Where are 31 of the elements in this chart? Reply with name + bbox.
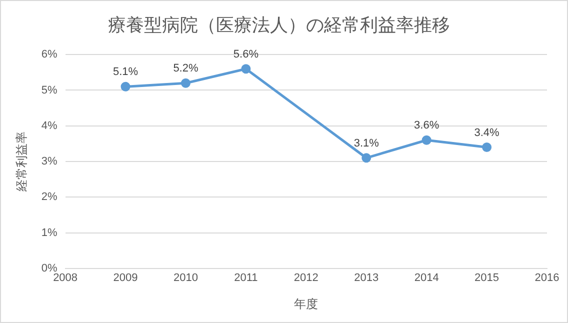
x-tick-label: 2012 (294, 272, 318, 284)
y-tick-label: 3% (41, 156, 58, 168)
data-label: 3.4% (474, 126, 500, 139)
point (120, 82, 130, 92)
x-tick-label: 2011 (234, 272, 258, 284)
chart-title: 療養型病院（医療法人）の経常利益率推移 (108, 14, 450, 35)
point (362, 153, 372, 163)
y-tick-label: 1% (41, 226, 58, 239)
y-tick-label: 0% (41, 262, 58, 274)
y-axis-title: 経常利益率 (14, 132, 29, 192)
y-tick-label: 5% (41, 84, 58, 96)
point (422, 135, 432, 145)
data-label: 3.6% (414, 120, 440, 132)
point (241, 64, 251, 74)
data-label: 5.2% (173, 62, 198, 75)
data-label: 3.1% (354, 137, 380, 150)
y-tick-label: 2% (41, 191, 58, 204)
data-label: 5.1% (112, 66, 138, 78)
x-tick-label: 2014 (414, 272, 439, 284)
x-tick-label: 2010 (173, 272, 198, 284)
x-tick-label: 2009 (113, 272, 138, 284)
x-axis-title: 年度 (294, 297, 318, 312)
point (482, 142, 492, 152)
y-tick-label: 6% (41, 48, 58, 61)
y-tick-label: 4% (41, 120, 58, 132)
point (180, 78, 190, 88)
x-tick-label: 2013 (354, 272, 379, 284)
x-tick-label: 2015 (474, 272, 500, 284)
x-tick-label: 2016 (534, 272, 560, 284)
data-label: 5.6% (233, 48, 259, 60)
x-tick-label: 2008 (53, 272, 78, 284)
